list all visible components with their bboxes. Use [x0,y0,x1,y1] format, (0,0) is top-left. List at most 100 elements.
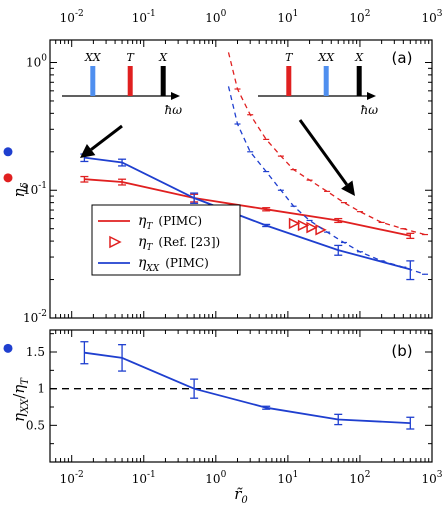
legend-main: η [138,234,147,250]
tick-exp: 0 [41,53,47,63]
right-inset-arrow-shaft [298,119,349,186]
panel-a-x-tick-label: 10-1 [132,9,156,25]
panel-b-x-tick-label: 10-1 [132,470,156,486]
panel-b-label: (b) [391,342,412,360]
xlabel-sub: 0 [241,495,248,503]
panel-a-x-tick-label: 101 [277,9,298,25]
legend-suffix: (Ref. [23]) [158,235,220,249]
inset-line [90,66,96,96]
inset-line [286,66,292,96]
left-inset-arrow [80,124,123,158]
tick-base: 10 [23,183,38,197]
inset-right: T XX Xħω [258,51,378,117]
inset-label-sub: X [325,51,335,64]
inset-line-label: XX [84,51,102,64]
left-inset-arrow-head [80,143,96,158]
inset-label-main: T [285,51,294,64]
inset-label-main: X [317,51,327,64]
series-1-triangle-marker [297,219,310,232]
panel-b-x-tick-label: 101 [277,470,298,486]
tick-exp: -2 [75,9,84,19]
tick-base: 10 [23,311,38,325]
tick-base: 10 [60,11,75,25]
tick-exp: 2 [365,470,371,480]
series-0-line [84,178,411,237]
legend-entry: ηXX (PIMC) [138,255,209,274]
tick-base: 10 [26,55,41,69]
legend-suffix: (PIMC) [158,214,202,228]
panel-b-x-tick-label: 103 [421,470,442,486]
legend-suffix: (PIMC) [165,256,209,270]
inset-label-main: T [127,51,136,64]
panel-a-x-tick-label: 100 [205,9,226,25]
ylabel-sep: / [10,393,28,399]
inset-left: XX T Xħω [62,51,182,117]
panel-a-frame [49,39,433,319]
panel-b-y-tick-label: 1 [37,382,45,396]
right-inset-arrow-head [341,180,355,196]
tick-base: 10 [349,472,364,486]
ylabel-sub: T [20,377,31,385]
tick-base: 10 [277,472,292,486]
inset-line-label: XX [317,51,335,64]
tick-base: 10 [277,11,292,25]
panel-b-y-tick-label: 1.5 [26,345,45,359]
left-inset-arrow-shaft [90,124,123,151]
inset-line-label: X [354,51,364,64]
series-1-triangle-marker [315,224,327,236]
inset-line-label: T [127,51,136,64]
tick-exp: 1 [293,470,299,480]
tick-exp: 0 [221,9,227,19]
ylabel-sub: δ [20,182,31,188]
ylabel-main: η [10,413,28,422]
legend-entry: ηT (Ref. [23]) [138,234,220,253]
panel-a-y-tick-label: 100 [26,53,47,69]
inset-line [160,66,166,96]
tick-exp: 0 [221,470,227,480]
legend-sub: XX [145,264,159,274]
panel-a-x-tick-label: 103 [421,9,442,25]
inset-line [127,66,133,96]
panel-b-x-tick-label: 100 [205,470,226,486]
x-axis-title: r̃0 [234,485,248,503]
panel-a-y-tick-label: 10-1 [23,181,47,197]
inset-line-label: T [285,51,294,64]
tick-base: 10 [205,472,220,486]
ratio-line [84,351,411,424]
legend-sub: T [146,243,153,253]
panel-b-x-tick-label: 10-2 [60,470,84,486]
inset-line [323,66,329,96]
inset-label-main: X [354,51,364,64]
ylabel-main: η [10,385,28,394]
panel-a-y-tick-label: 10-2 [23,309,47,325]
tick-base: 10 [421,11,436,25]
inset-line-label: X [158,51,168,64]
tick-exp: 2 [365,9,371,19]
inset-axis-arrowhead [367,92,376,100]
legend-main: η [138,255,147,271]
panel-b-y-tick-label: 0.5 [26,418,45,432]
panel-b-frame [49,329,433,463]
inset-axis-label: ħω [164,103,182,117]
tick-exp: 1 [293,9,299,19]
panel-b-y-axis-title: ηXX/ηT [10,377,31,422]
tick-exp: -1 [147,470,156,480]
tick-base: 10 [349,11,364,25]
tick-exp: -1 [147,9,156,19]
panel-a-x-tick-label: 102 [349,9,370,25]
ylabel-sub: XX [20,398,31,414]
legend-main: η [138,213,147,229]
inset-axis-arrowhead [171,92,180,100]
tick-exp: 3 [437,9,443,19]
series-1-triangle-marker [306,221,318,234]
panel-a-y-axis-title: ηδ [10,182,31,197]
tick-base: 10 [60,472,75,486]
panel-a-label: (a) [392,49,413,67]
tick-base: 10 [132,472,147,486]
right-inset-arrow [298,119,355,196]
legend-sub: T [146,222,153,232]
tick-base: 10 [421,472,436,486]
side-marker-1 [3,173,13,183]
